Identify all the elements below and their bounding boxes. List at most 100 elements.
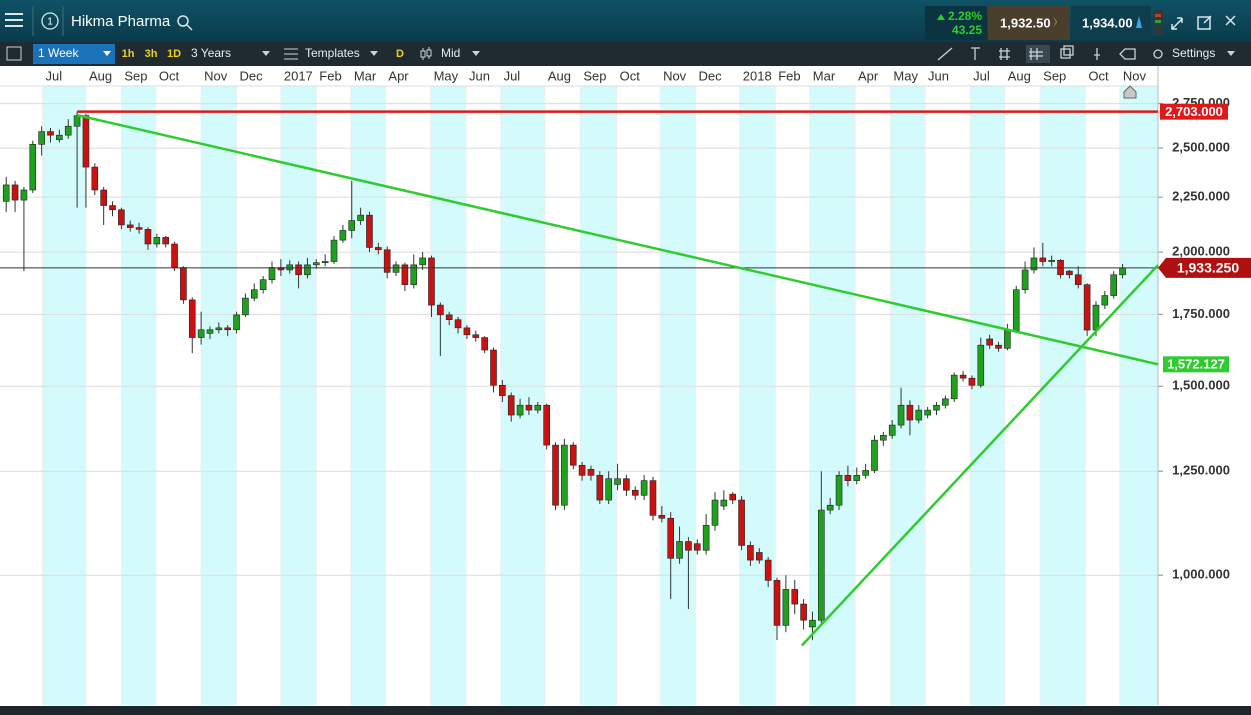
change-box: [925, 6, 987, 40]
dropdown-arrow: [262, 51, 270, 56]
candle-body: [428, 257, 435, 306]
candle-body: [942, 398, 949, 406]
month-band: [580, 86, 617, 705]
candle-icon[interactable]: [420, 47, 432, 60]
month-band: [350, 86, 386, 705]
candle-body: [1119, 267, 1126, 276]
x-tick-label: Aug: [1008, 68, 1031, 83]
y-tick-label: 1,750.000: [1172, 306, 1230, 321]
candle-body: [56, 134, 63, 141]
sell-box[interactable]: [988, 6, 1070, 40]
candle-body: [782, 589, 790, 626]
dropdown-arrow: [472, 51, 480, 56]
x-tick-label: Nov: [663, 68, 687, 83]
candle-body: [640, 480, 648, 496]
candle-body: [1110, 274, 1118, 296]
candle-body: [375, 247, 382, 251]
candle-body: [773, 580, 781, 626]
level-icon[interactable]: [1153, 10, 1163, 36]
candle-body: [463, 327, 471, 336]
candle-body: [295, 264, 302, 276]
y-tick-label: 1,250.000: [1172, 463, 1230, 478]
candle-body: [437, 304, 444, 316]
x-tick-label: May: [893, 68, 918, 83]
candle-body: [171, 243, 178, 268]
candle-body: [596, 475, 604, 501]
candle-body: [1004, 330, 1011, 349]
candle-body: [924, 409, 931, 416]
scroll-marker: [1123, 85, 1137, 99]
instrument-name[interactable]: Hikma Pharma: [71, 13, 171, 30]
candle-body: [472, 334, 480, 338]
x-tick-label: Jul: [46, 68, 63, 83]
x-tick-label: Apr: [388, 68, 409, 83]
interval-dropdown[interactable]: [33, 44, 115, 64]
dropdown-arrow: [1227, 51, 1235, 56]
x-tick-label: Mar: [354, 68, 377, 83]
candle-body: [215, 327, 223, 331]
candle-body: [144, 229, 152, 245]
price-type[interactable]: Mid: [441, 46, 460, 60]
month-band: [660, 86, 696, 705]
candle-body: [126, 224, 134, 228]
month-band: [280, 86, 317, 705]
sell-arrow: [1053, 16, 1057, 28]
trendline-tag: [1163, 356, 1229, 373]
templates[interactable]: Templates: [305, 46, 360, 60]
candle-body: [853, 475, 861, 481]
search-icon[interactable]: [177, 15, 193, 31]
last-price-tag: [1158, 257, 1251, 278]
candle-body: [1066, 270, 1073, 276]
x-tick-label: Oct: [620, 68, 641, 83]
candle-body: [826, 504, 834, 511]
month-band: [1040, 86, 1086, 705]
candle-body: [38, 131, 45, 145]
candle-body: [693, 543, 701, 551]
range[interactable]: 3 Years: [191, 46, 231, 60]
x-tick-label: 2017: [284, 68, 313, 83]
settings[interactable]: Settings: [1172, 46, 1215, 60]
window-icons[interactable]: [1171, 15, 1236, 30]
drawing-tools[interactable]: [937, 45, 1163, 63]
candle-body: [959, 374, 967, 379]
candle-body: [330, 239, 338, 262]
list-icon[interactable]: [6, 46, 22, 61]
sell-price: 1,932.50: [1000, 15, 1051, 30]
candle-body: [233, 314, 240, 331]
candle-body: [809, 619, 816, 628]
candle-body: [756, 552, 763, 561]
candle-body: [180, 267, 187, 301]
candle-body: [313, 262, 320, 266]
x-tick-label: Apr: [858, 68, 879, 83]
candle-body: [552, 444, 559, 506]
candle-body: [950, 374, 958, 400]
d-button[interactable]: D: [396, 48, 404, 60]
quick-interval[interactable]: 1h: [122, 48, 135, 60]
candle-body: [321, 261, 329, 263]
candle-body: [259, 279, 267, 290]
menu-button[interactable]: [5, 13, 23, 27]
level-label: 2,703.000: [1165, 104, 1223, 119]
candle-body: [242, 297, 249, 316]
quick-interval[interactable]: 1D: [167, 48, 181, 60]
candle-body: [631, 489, 639, 496]
candle-body: [729, 493, 737, 501]
tab-icon[interactable]: [41, 12, 59, 30]
templates-icon[interactable]: [284, 48, 298, 60]
candle-body: [791, 589, 799, 605]
y-tick-label: 2,000.000: [1172, 244, 1230, 259]
candle-body: [711, 499, 719, 526]
candle-body: [587, 469, 595, 476]
x-tick-label: Jun: [928, 68, 949, 83]
candle-body: [897, 404, 905, 426]
quick-interval[interactable]: 3h: [145, 48, 158, 60]
x-tick-label: Jul: [504, 68, 521, 83]
candle-body: [286, 264, 294, 271]
x-tick-label: Feb: [319, 68, 341, 83]
candle-body: [995, 344, 1002, 349]
candle-body: [206, 329, 214, 334]
candle-body: [818, 509, 825, 621]
candle-body: [720, 499, 728, 507]
month-band: [970, 86, 1005, 705]
candle-body: [1048, 260, 1055, 262]
